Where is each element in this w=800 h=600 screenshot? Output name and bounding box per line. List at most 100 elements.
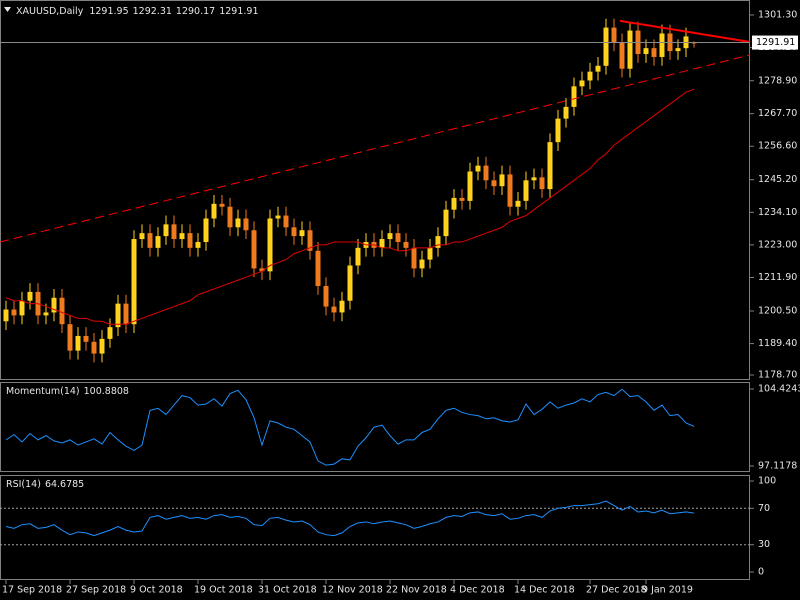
- x-tick-label: 22 Nov 2018: [386, 585, 447, 596]
- y-tick-label: 104.4243: [758, 384, 800, 395]
- y-tick-label: 1189.40: [758, 338, 797, 349]
- candle-body: [539, 177, 545, 190]
- candle-body: [355, 247, 361, 266]
- y-tick-label: 30: [758, 539, 770, 550]
- x-tick-label: 12 Nov 2018: [322, 585, 383, 596]
- candle-body: [603, 27, 609, 66]
- y-tick-label: 1223.00: [758, 239, 797, 250]
- candle-body: [387, 233, 393, 240]
- candle-body: [243, 218, 249, 231]
- candle-body: [547, 142, 553, 190]
- candle-body: [179, 233, 185, 240]
- candle-body: [427, 247, 433, 260]
- candle-body: [3, 309, 9, 322]
- y-tick-label: 1200.50: [758, 305, 797, 316]
- momentum-header: Momentum(14) 100.8808: [6, 386, 129, 397]
- rsi-value: 64.6785: [45, 479, 84, 490]
- candle-body: [611, 27, 617, 43]
- candle-body: [11, 309, 17, 316]
- candle-body: [571, 86, 577, 107]
- candle-body: [523, 180, 529, 201]
- x-tick-label: 27 Dec 2018: [586, 585, 647, 596]
- candle-body: [651, 48, 657, 57]
- close-value: 1291.91: [219, 6, 258, 17]
- candle-body: [563, 106, 569, 119]
- x-tick-label: 9 Jan 2019: [642, 585, 693, 596]
- candle-body: [83, 335, 89, 342]
- current-price-box: [752, 35, 798, 50]
- candle-body: [75, 335, 81, 351]
- candle-body: [43, 312, 49, 316]
- current-price-label: 1291.91: [756, 37, 795, 48]
- candle-body: [467, 171, 473, 201]
- candle-body: [659, 33, 665, 57]
- candle-body: [299, 230, 305, 237]
- candle-body: [99, 338, 105, 354]
- candle-body: [91, 341, 97, 354]
- candle-body: [315, 250, 321, 287]
- candle-body: [459, 197, 465, 201]
- candle-body: [395, 233, 401, 242]
- candle-body: [19, 300, 25, 316]
- x-tick-label: 17 Sep 2018: [2, 585, 62, 596]
- candle-body: [579, 80, 585, 87]
- candle-body: [619, 42, 625, 69]
- candle-body: [251, 230, 257, 269]
- candle-body: [555, 118, 561, 143]
- candle-body: [323, 286, 329, 307]
- candle-body: [155, 236, 161, 248]
- momentum-pane-frame: [0, 382, 750, 472]
- candle-body: [187, 233, 193, 248]
- price-pane-frame: [0, 0, 750, 380]
- x-tick-label: 31 Oct 2018: [258, 585, 317, 596]
- candle-body: [107, 327, 113, 339]
- candle-body: [411, 247, 417, 269]
- candle-body: [403, 241, 409, 248]
- y-tick-label: 1234.10: [758, 207, 797, 218]
- rsi-pane-frame: [0, 475, 750, 580]
- moving-average-line: [5, 88, 695, 325]
- candle-body: [235, 218, 241, 228]
- candle-body: [123, 303, 129, 325]
- candle-body: [139, 233, 145, 240]
- candle-body: [499, 174, 505, 187]
- candle-body: [339, 300, 345, 313]
- candle-body: [419, 259, 425, 269]
- x-tick-label: 4 Dec 2018: [450, 585, 505, 596]
- candle-body: [331, 306, 337, 313]
- trendline: [0, 54, 751, 243]
- rsi-header: RSI(14) 64.6785: [6, 479, 84, 490]
- indicator-line: [5, 388, 695, 466]
- candle-body: [435, 236, 441, 248]
- candle-body: [595, 65, 601, 72]
- y-tick-label: 1211.90: [758, 272, 797, 283]
- y-tick-label: 1256.60: [758, 141, 797, 152]
- candle-body: [643, 48, 649, 55]
- high-value: 1292.31: [133, 6, 172, 17]
- y-tick-label: 1267.70: [758, 108, 797, 119]
- candle-body: [443, 209, 449, 237]
- candle-body: [67, 324, 73, 351]
- candle-body: [451, 197, 457, 210]
- candle-body: [307, 230, 313, 251]
- symbol-title: XAUUSD,Daily: [16, 6, 84, 17]
- trendline: [619, 19, 751, 43]
- candle-body: [515, 200, 521, 207]
- x-tick-label: 19 Oct 2018: [194, 585, 253, 596]
- low-value: 1290.17: [176, 6, 215, 17]
- x-tick-label: 14 Dec 2018: [514, 585, 575, 596]
- candle-body: [507, 174, 513, 207]
- candle-body: [27, 291, 33, 301]
- y-tick-label: 100: [758, 476, 776, 487]
- candle-body: [675, 48, 681, 52]
- candle-body: [211, 203, 217, 219]
- candle-body: [59, 297, 65, 325]
- candle-body: [587, 71, 593, 81]
- candle-body: [51, 297, 57, 313]
- x-tick-label: 9 Oct 2018: [130, 585, 183, 596]
- candle-body: [267, 218, 273, 272]
- momentum-value: 100.8808: [84, 386, 129, 397]
